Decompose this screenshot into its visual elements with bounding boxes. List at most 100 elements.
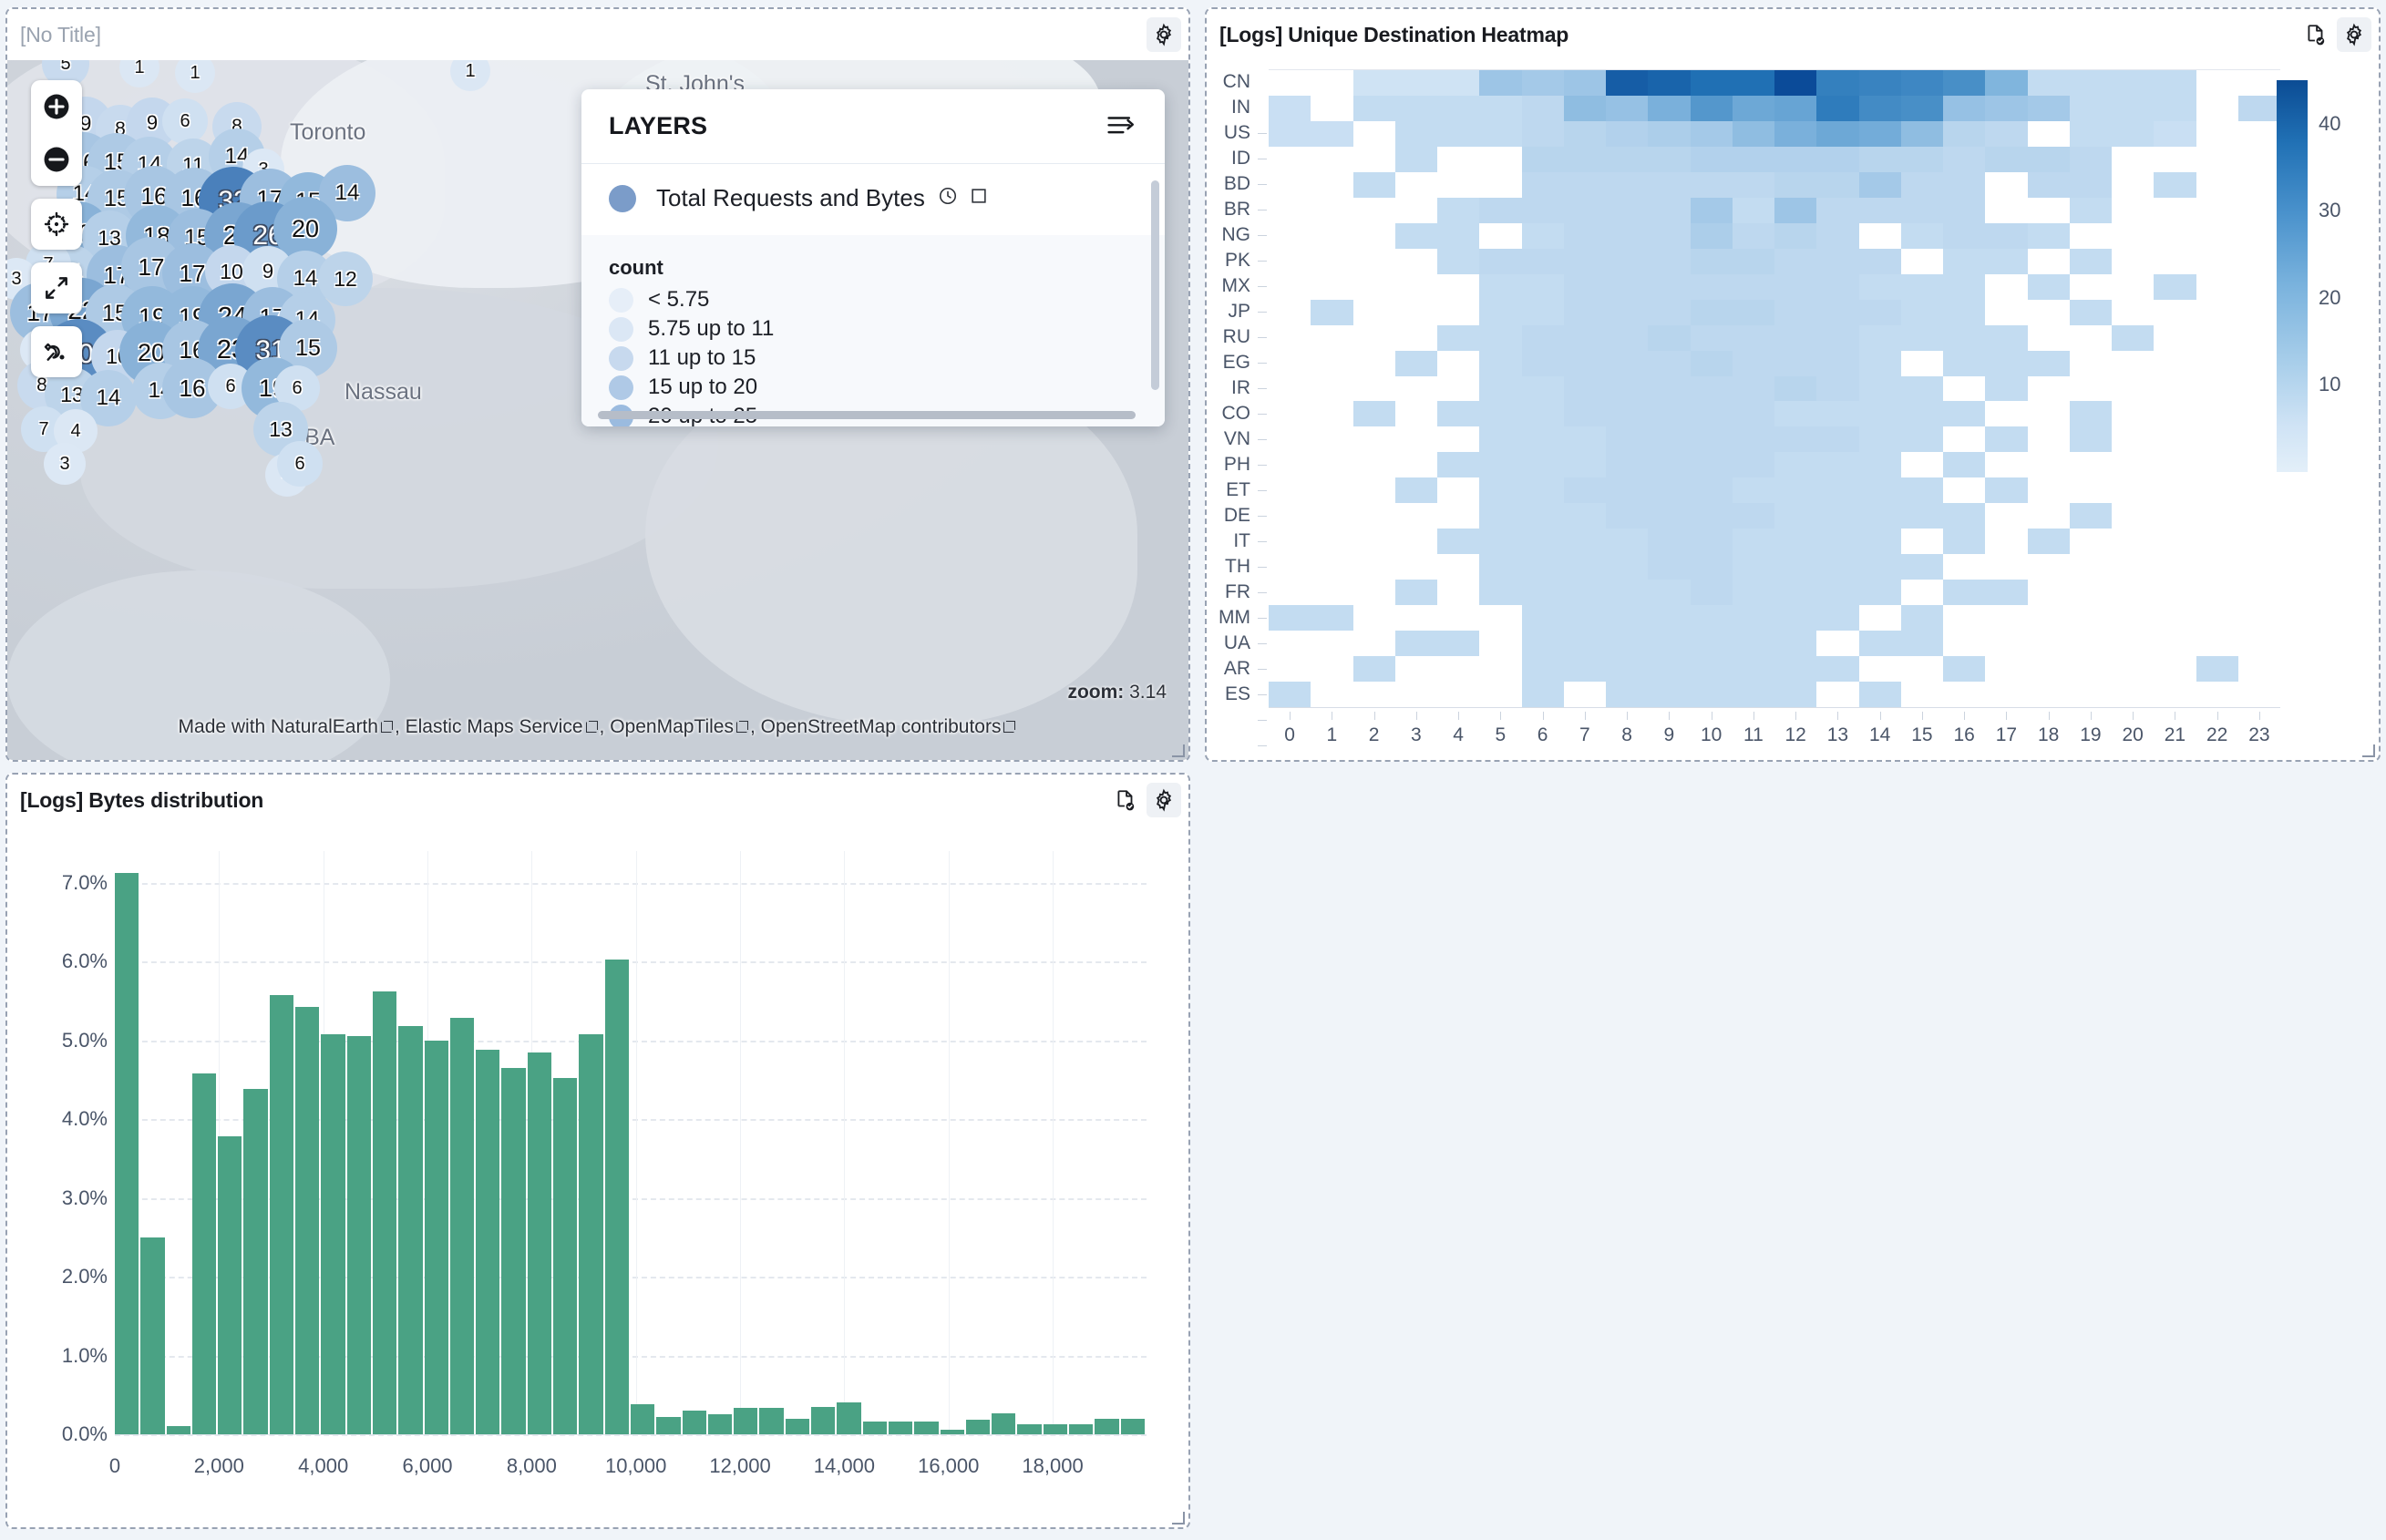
heatmap-cell[interactable] bbox=[2154, 529, 2196, 555]
heatmap-cell[interactable] bbox=[1648, 120, 1691, 147]
heatmap-cell[interactable] bbox=[1690, 324, 1733, 351]
heatmap-cell[interactable] bbox=[1816, 554, 1859, 580]
heatmap-cell[interactable] bbox=[1269, 656, 1311, 683]
heatmap-cell[interactable] bbox=[1311, 503, 1353, 529]
histogram-bars[interactable] bbox=[115, 851, 1147, 1434]
heatmap-cell[interactable] bbox=[1269, 477, 1311, 504]
histogram-bar[interactable] bbox=[837, 1402, 861, 1434]
heatmap-cell[interactable] bbox=[1858, 146, 1901, 172]
heatmap-cell[interactable] bbox=[1774, 682, 1817, 707]
heatmap-cell[interactable] bbox=[1606, 375, 1649, 402]
heatmap-cell[interactable] bbox=[1521, 375, 1564, 402]
heatmap-cell[interactable] bbox=[1690, 146, 1733, 172]
heatmap-cell[interactable] bbox=[1816, 631, 1859, 657]
heatmap-cell[interactable] bbox=[2196, 95, 2238, 121]
heatmap-cell[interactable] bbox=[2069, 503, 2112, 529]
heatmap-cell[interactable] bbox=[1437, 197, 1480, 223]
heatmap-cell[interactable] bbox=[2154, 222, 2196, 249]
heatmap-cell[interactable] bbox=[1690, 452, 1733, 478]
heatmap-cell[interactable] bbox=[1985, 503, 2028, 529]
heatmap-cell[interactable] bbox=[1437, 631, 1480, 657]
heatmap-cell[interactable] bbox=[2112, 452, 2155, 478]
square-icon[interactable] bbox=[969, 186, 989, 210]
heatmap-cell[interactable] bbox=[1394, 324, 1437, 351]
heatmap-cell[interactable] bbox=[1563, 401, 1606, 427]
heatmap-cell[interactable] bbox=[1774, 273, 1817, 300]
heatmap-cell[interactable] bbox=[1690, 197, 1733, 223]
histogram-bar[interactable] bbox=[940, 1429, 964, 1434]
heatmap-cell[interactable] bbox=[2237, 248, 2280, 274]
heatmap-cell[interactable] bbox=[1479, 324, 1522, 351]
heatmap-cell[interactable] bbox=[1690, 605, 1733, 631]
heatmap-cell[interactable] bbox=[1648, 554, 1691, 580]
heatmap-cell[interactable] bbox=[1311, 248, 1353, 274]
heatmap-cell[interactable] bbox=[1394, 95, 1437, 121]
heatmap-cell[interactable] bbox=[2196, 350, 2238, 376]
histogram-bar[interactable] bbox=[965, 1420, 991, 1434]
heatmap-cell[interactable] bbox=[1521, 299, 1564, 325]
heatmap-cell[interactable] bbox=[1816, 529, 1859, 555]
heatmap-cell[interactable] bbox=[1521, 529, 1564, 555]
cluster-marker[interactable]: 1 bbox=[450, 60, 490, 91]
heatmap-cell[interactable] bbox=[1521, 682, 1564, 707]
heatmap-cells[interactable] bbox=[1269, 69, 2280, 707]
heatmap-cell[interactable] bbox=[1606, 350, 1649, 376]
heatmap-cell[interactable] bbox=[1606, 146, 1649, 172]
fit-to-data-icon[interactable] bbox=[31, 199, 82, 250]
heatmap-cell[interactable] bbox=[1394, 120, 1437, 147]
heatmap-cell[interactable] bbox=[1352, 605, 1395, 631]
heatmap-cell[interactable] bbox=[1732, 273, 1774, 300]
heatmap-cell[interactable] bbox=[2196, 299, 2238, 325]
heatmap-cell[interactable] bbox=[1606, 324, 1649, 351]
heatmap-cell[interactable] bbox=[2154, 375, 2196, 402]
heatmap-cell[interactable] bbox=[1943, 452, 1986, 478]
gear-icon[interactable] bbox=[2337, 17, 2371, 52]
histogram-bar[interactable] bbox=[269, 995, 294, 1434]
heatmap-cell[interactable] bbox=[1690, 401, 1733, 427]
fullscreen-icon[interactable] bbox=[31, 262, 82, 313]
heatmap-cell[interactable] bbox=[1521, 350, 1564, 376]
heatmap-cell[interactable] bbox=[1563, 375, 1606, 402]
heatmap-cell[interactable] bbox=[2154, 146, 2196, 172]
histogram-bar[interactable] bbox=[862, 1422, 887, 1434]
heatmap-cell[interactable] bbox=[2196, 146, 2238, 172]
heatmap-cell[interactable] bbox=[1563, 656, 1606, 683]
heatmap-cell[interactable] bbox=[1774, 95, 1817, 121]
attribution-link-openmaptiles[interactable]: OpenMapTiles bbox=[610, 716, 734, 737]
heatmap-cell[interactable] bbox=[1563, 682, 1606, 707]
heatmap-cell[interactable] bbox=[1858, 324, 1901, 351]
attribution-link-osm[interactable]: OpenStreetMap contributors bbox=[760, 716, 1002, 737]
histogram-bar[interactable] bbox=[1068, 1423, 1094, 1434]
heatmap-cell[interactable] bbox=[2027, 605, 2070, 631]
heatmap-cell[interactable] bbox=[2196, 248, 2238, 274]
heatmap-cell[interactable] bbox=[1648, 248, 1691, 274]
heatmap-cell[interactable] bbox=[1690, 222, 1733, 249]
heatmap-cell[interactable] bbox=[1479, 197, 1522, 223]
heatmap-cell[interactable] bbox=[1690, 120, 1733, 147]
heatmap-cell[interactable] bbox=[2112, 171, 2155, 198]
heatmap-cell[interactable] bbox=[1437, 299, 1480, 325]
heatmap-cell[interactable] bbox=[1900, 375, 1943, 402]
heatmap-cell[interactable] bbox=[1352, 197, 1395, 223]
heatmap-cell[interactable] bbox=[2237, 656, 2280, 683]
heatmap-cell[interactable] bbox=[1521, 197, 1564, 223]
heatmap-cell[interactable] bbox=[1479, 477, 1522, 504]
histogram-bar[interactable] bbox=[476, 1049, 500, 1434]
heatmap-cell[interactable] bbox=[1437, 426, 1480, 453]
heatmap-cell[interactable] bbox=[1563, 299, 1606, 325]
heatmap-cell[interactable] bbox=[1521, 120, 1564, 147]
heatmap-cell[interactable] bbox=[1900, 350, 1943, 376]
heatmap-cell[interactable] bbox=[1352, 299, 1395, 325]
heatmap-cell[interactable] bbox=[1985, 631, 2028, 657]
heatmap-cell[interactable] bbox=[1311, 120, 1353, 147]
heatmap-cell[interactable] bbox=[2196, 171, 2238, 198]
heatmap-cell[interactable] bbox=[1943, 95, 1986, 121]
heatmap-cell[interactable] bbox=[1943, 146, 1986, 172]
heatmap-cell[interactable] bbox=[1269, 146, 1311, 172]
heatmap-cell[interactable] bbox=[2069, 120, 2112, 147]
heatmap-cell[interactable] bbox=[2027, 171, 2070, 198]
heatmap-cell[interactable] bbox=[1479, 375, 1522, 402]
heatmap-cell[interactable] bbox=[1648, 503, 1691, 529]
heatmap-cell[interactable] bbox=[1269, 171, 1311, 198]
heatmap-cell[interactable] bbox=[1352, 375, 1395, 402]
